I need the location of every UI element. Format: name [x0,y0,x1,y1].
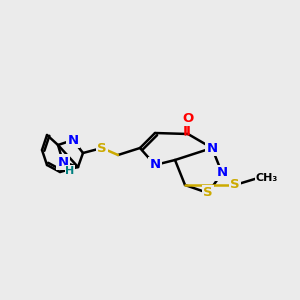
Text: N: N [57,155,69,169]
Text: S: S [230,178,240,191]
Text: CH₃: CH₃ [256,173,278,183]
Text: N: N [68,134,79,146]
Text: N: N [216,167,228,179]
Text: S: S [97,142,107,154]
Text: N: N [149,158,161,172]
Text: S: S [203,187,213,200]
Text: H: H [65,166,75,176]
Text: O: O [182,112,194,124]
Text: N: N [206,142,218,154]
